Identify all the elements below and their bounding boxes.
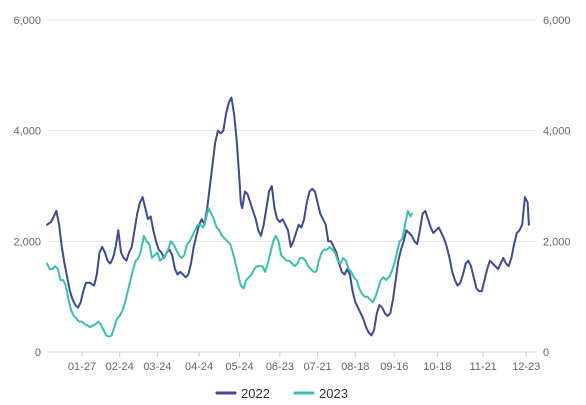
y-tick-label-left: 0 xyxy=(35,347,41,359)
y-tick-label-right: 6,000 xyxy=(543,15,571,27)
x-tick-label: 11-21 xyxy=(469,361,496,373)
legend-label: 2023 xyxy=(319,386,348,401)
x-tick-label: 12-23 xyxy=(512,361,540,373)
axes: 0 0 2,000 2,000 4,000 4,000 6,000 6,000 01-27 02-… xyxy=(13,15,570,373)
x-tick-label: 07-21 xyxy=(304,361,332,373)
x-tick-label: 09-16 xyxy=(380,361,408,373)
gridlines xyxy=(47,19,537,242)
x-tick-label: 02-24 xyxy=(106,361,134,373)
y-tick-label-right: 4,000 xyxy=(543,126,571,138)
legend-item-2023[interactable]: 2023 xyxy=(293,386,348,401)
x-tick-label: 06-23 xyxy=(266,361,294,373)
x-tick-label: 01-27 xyxy=(68,361,96,373)
y-tick-label-right: 0 xyxy=(543,347,549,359)
series-line-2023 xyxy=(46,207,413,338)
y-tick-label-right: 2,000 xyxy=(543,236,571,248)
x-tick-label: 08-18 xyxy=(341,361,369,373)
x-tick-label: 10-18 xyxy=(423,361,451,373)
legend[interactable]: 2022 2023 xyxy=(215,386,348,401)
x-tick-label: 05-24 xyxy=(225,361,253,373)
y-tick-label-left: 4,000 xyxy=(13,126,41,138)
series-line-2022 xyxy=(46,96,530,337)
y-tick-label-left: 6,000 xyxy=(13,15,41,27)
x-tick-label: 04-24 xyxy=(185,361,213,373)
y-tick-label-left: 2,000 xyxy=(13,236,41,248)
legend-label: 2022 xyxy=(241,386,270,401)
legend-item-2022[interactable]: 2022 xyxy=(215,386,270,401)
series-lines xyxy=(46,96,530,338)
x-tick-label: 03-24 xyxy=(143,361,171,373)
